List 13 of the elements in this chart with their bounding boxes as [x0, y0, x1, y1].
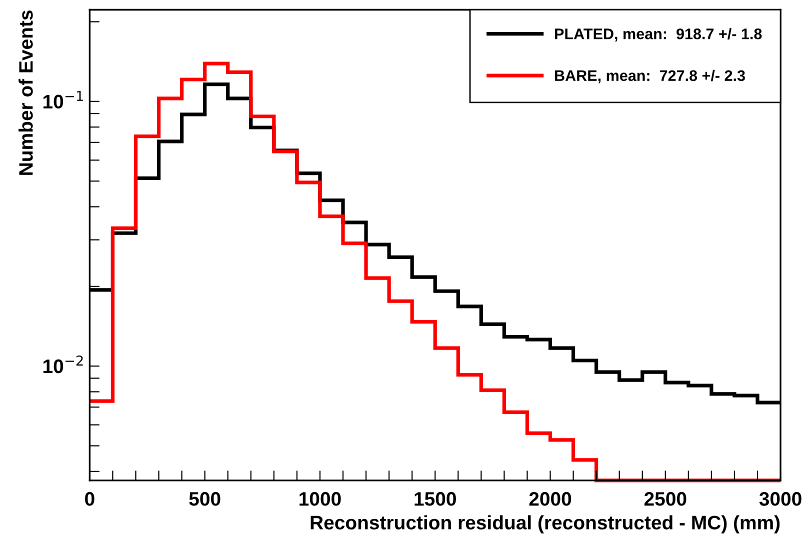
- x-tick-label: 0: [85, 492, 94, 506]
- x-tick-label: 1500: [414, 492, 456, 506]
- x-tick-label: 2500: [644, 492, 686, 506]
- x-tick-label: 3000: [759, 492, 802, 506]
- y-tick-label: 10$^{−2}$: [43, 355, 83, 374]
- y-tick-label: 10$^{−1}$: [43, 90, 83, 109]
- x-tick-label: 1000: [300, 492, 341, 506]
- legend-label: BARE, mean: 727.8 +/- 2.3: [555, 70, 745, 84]
- x-tick-label: 500: [189, 492, 220, 506]
- x-tick-label: 2000: [529, 492, 572, 506]
- legend-label: PLATED, mean: 918.7 +/- 1.8: [555, 28, 762, 42]
- y-axis-title: Number of Events: [18, 10, 33, 175]
- x-axis-title: Reconstruction residual (reconstructed - MC) (mm): [310, 515, 780, 534]
